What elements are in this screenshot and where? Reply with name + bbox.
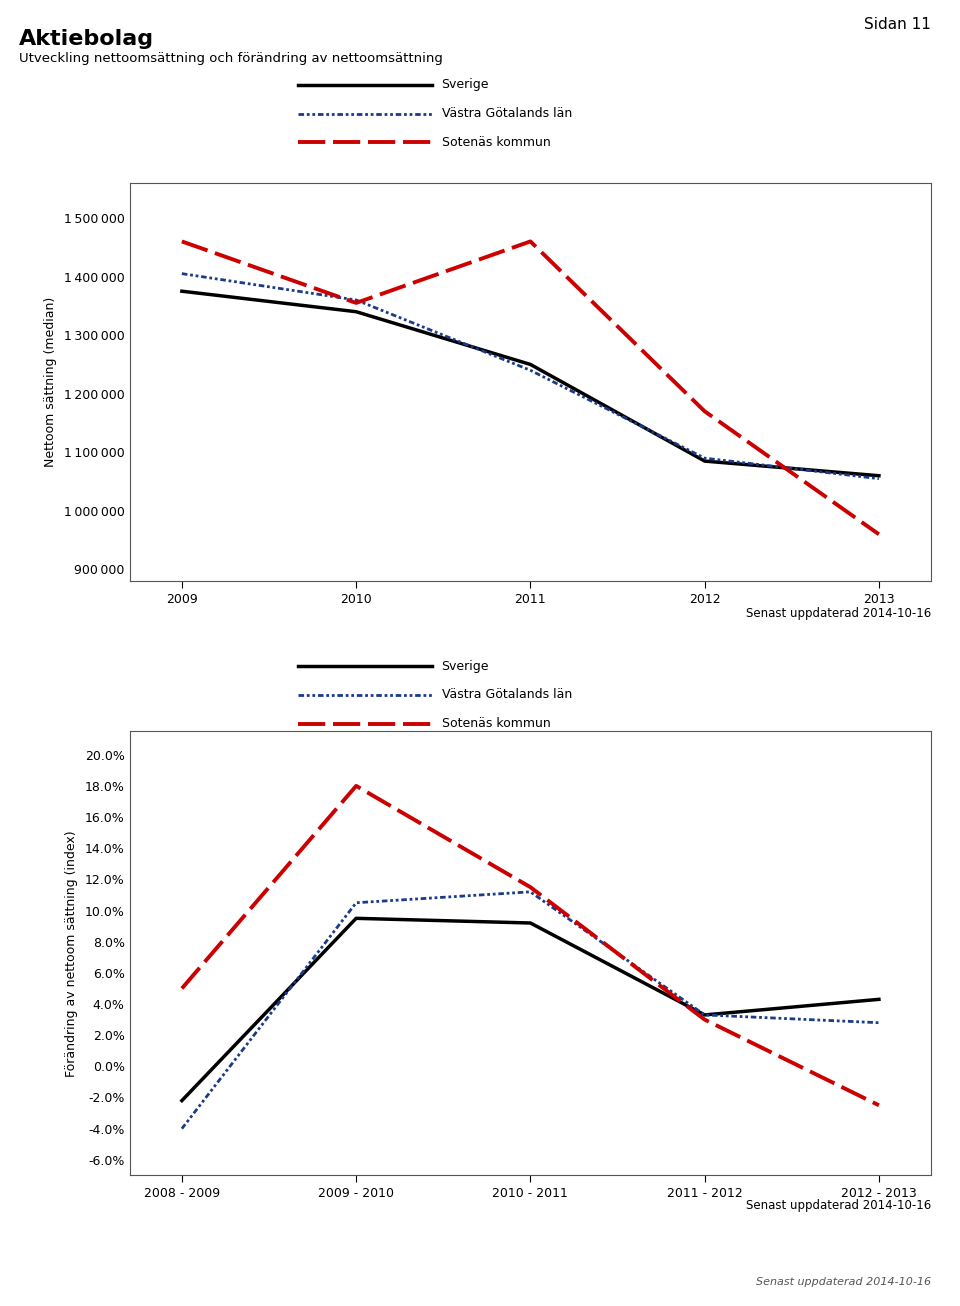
- Text: Senast uppdaterad 2014-10-16: Senast uppdaterad 2014-10-16: [746, 1199, 931, 1212]
- Text: Sidan 11: Sidan 11: [864, 17, 931, 31]
- Y-axis label: Förändring av nettoom sättning (index): Förändring av nettoom sättning (index): [65, 831, 78, 1076]
- Text: Västra Götalands län: Västra Götalands län: [442, 107, 572, 120]
- Text: Senast uppdaterad 2014-10-16: Senast uppdaterad 2014-10-16: [756, 1277, 931, 1288]
- Text: Västra Götalands län: Västra Götalands län: [442, 688, 572, 701]
- Text: Sverige: Sverige: [442, 78, 489, 91]
- Text: Sotenäs kommun: Sotenäs kommun: [442, 136, 550, 149]
- Text: Aktiebolag: Aktiebolag: [19, 29, 155, 48]
- Text: Sverige: Sverige: [442, 660, 489, 673]
- Text: Senast uppdaterad 2014-10-16: Senast uppdaterad 2014-10-16: [746, 607, 931, 620]
- Text: Sotenäs kommun: Sotenäs kommun: [442, 717, 550, 730]
- Y-axis label: Nettoom sättning (median): Nettoom sättning (median): [44, 296, 57, 468]
- Text: Utveckling nettoomsättning och förändring av nettoomsättning: Utveckling nettoomsättning och förändrin…: [19, 52, 444, 65]
